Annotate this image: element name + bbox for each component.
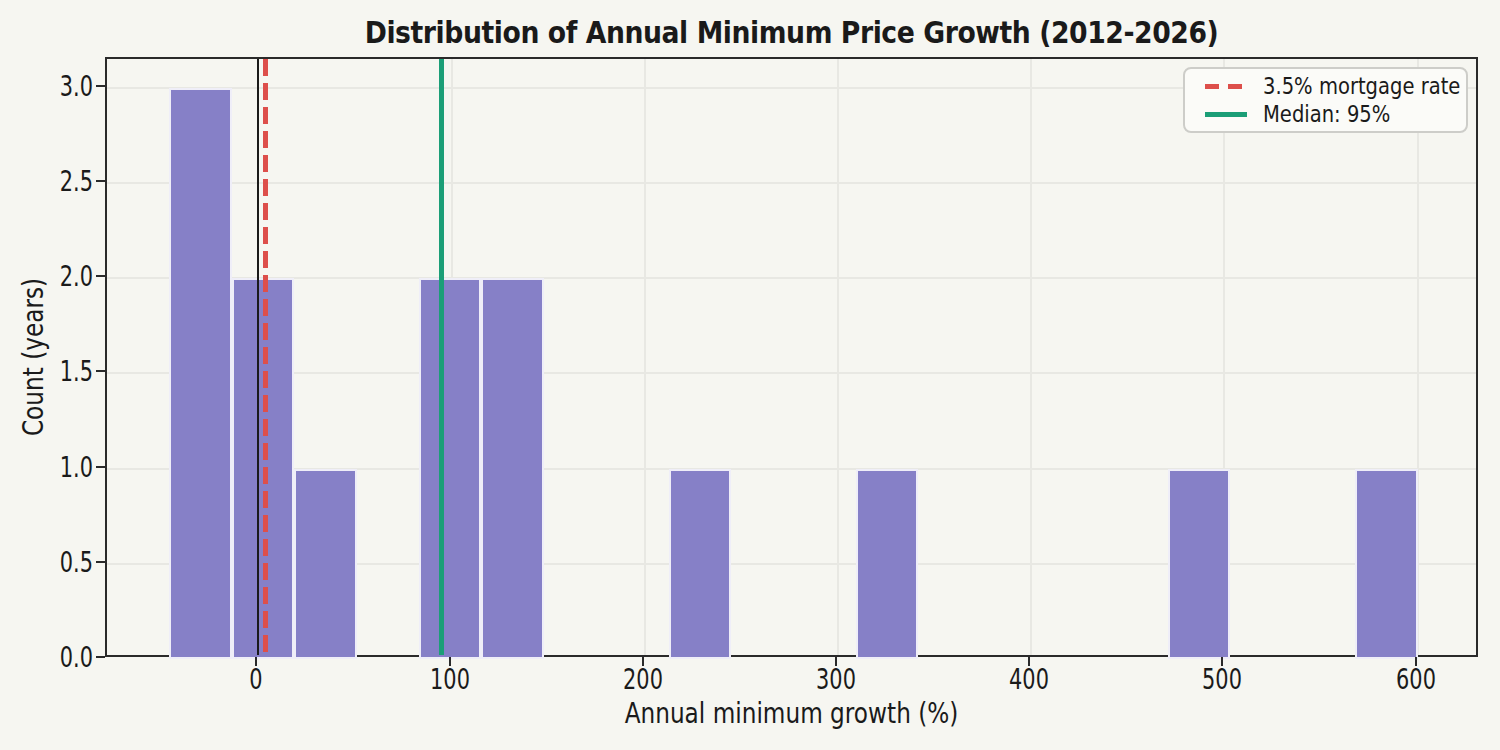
histogram-bar xyxy=(169,88,231,659)
x-tick-label: 400 xyxy=(986,663,1072,695)
histogram-bar xyxy=(419,278,481,659)
y-tick-mark xyxy=(96,85,105,87)
gridline-horizontal xyxy=(107,372,1476,374)
histogram-bar xyxy=(1355,469,1417,659)
legend-label: Median: 95% xyxy=(1263,101,1390,127)
median-line xyxy=(439,59,444,655)
x-tick-label: 300 xyxy=(793,663,879,695)
y-tick-mark xyxy=(96,180,105,182)
y-tick-label: 0.0 xyxy=(43,641,93,673)
gridline-vertical xyxy=(1030,59,1032,655)
histogram-bar xyxy=(669,469,731,659)
legend: 3.5% mortgage rate Median: 95% xyxy=(1183,67,1468,133)
x-tick-label: 0 xyxy=(213,663,299,695)
y-tick-label: 0.5 xyxy=(43,546,93,578)
chart-title: Distribution of Annual Minimum Price Gro… xyxy=(201,14,1382,50)
gridline-vertical xyxy=(644,59,646,655)
gridline-vertical xyxy=(837,59,839,655)
y-tick-mark xyxy=(96,370,105,372)
x-tick-label: 200 xyxy=(600,663,686,695)
histogram-bar xyxy=(294,469,356,659)
green-solid-line-swatch xyxy=(1205,112,1247,117)
y-tick-mark xyxy=(96,466,105,468)
y-tick-mark xyxy=(96,275,105,277)
zero-reference-line xyxy=(257,59,259,655)
x-tick-label: 100 xyxy=(406,663,492,695)
gridline-horizontal xyxy=(107,182,1476,184)
histogram-figure: Distribution of Annual Minimum Price Gro… xyxy=(0,0,1500,750)
y-tick-label: 1.0 xyxy=(43,451,93,483)
x-tick-label: 600 xyxy=(1372,663,1458,695)
y-tick-label: 2.0 xyxy=(43,260,93,292)
histogram-bar xyxy=(481,278,543,659)
x-tick-label: 500 xyxy=(1179,663,1265,695)
legend-label: 3.5% mortgage rate xyxy=(1263,73,1460,99)
y-tick-label: 2.5 xyxy=(43,165,93,197)
y-tick-mark xyxy=(96,656,105,658)
plot-area xyxy=(105,57,1478,657)
x-axis-label: Annual minimum growth (%) xyxy=(242,696,1340,730)
gridline-horizontal xyxy=(107,277,1476,279)
y-tick-label: 3.0 xyxy=(43,70,93,102)
y-tick-mark xyxy=(96,561,105,563)
legend-item-mortgage-rate: 3.5% mortgage rate xyxy=(1205,73,1456,99)
mortgage-rate-line xyxy=(263,59,268,655)
legend-item-median: Median: 95% xyxy=(1205,101,1456,127)
histogram-bar xyxy=(856,469,918,659)
y-tick-label: 1.5 xyxy=(43,355,93,387)
histogram-bar xyxy=(1168,469,1230,659)
red-dashed-line-swatch xyxy=(1205,84,1247,89)
